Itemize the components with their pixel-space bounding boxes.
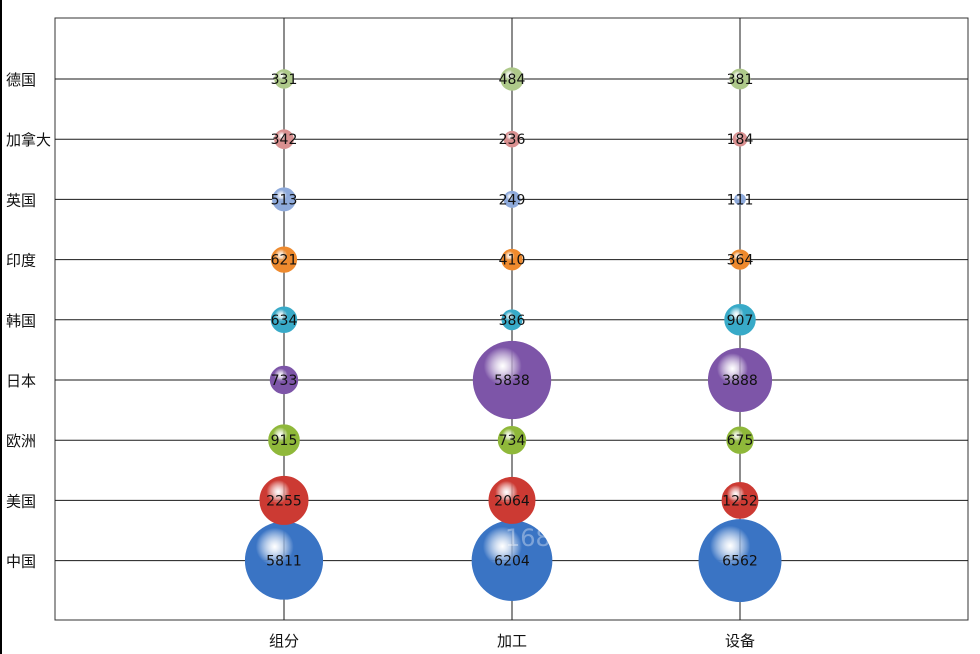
bubble [274,129,294,150]
bubble [724,304,756,336]
y-tick-label: 韩国 [6,312,36,330]
data-label: 236 [499,132,526,148]
watermark-text: 168.c [505,524,572,552]
data-label: 5811 [266,554,302,570]
data-label: 734 [499,433,526,449]
data-label: 342 [271,132,298,148]
data-label: 675 [727,433,754,449]
bubble [270,306,298,334]
data-label: 5838 [494,373,530,389]
data-label: 915 [271,433,298,449]
data-label: 2064 [494,493,530,509]
data-label: 513 [271,192,298,208]
bubble [698,519,782,603]
bubble [472,340,552,420]
data-label: 6562 [722,554,758,570]
data-label: 634 [271,313,298,329]
data-label: 2255 [266,493,302,509]
y-tick-label: 美国 [6,492,36,510]
bubble [501,309,523,331]
bubble [488,476,536,524]
bubble [726,426,754,454]
bubble [268,424,300,457]
bubble [259,475,309,525]
y-tick-label: 中国 [6,553,36,571]
bubble [729,249,751,270]
bubble [503,130,521,148]
data-label: 6204 [494,554,530,570]
data-label: 733 [271,373,298,389]
data-labels: 5811 6204 6562 2255 2064 1252 915 734 675 733 5838… [266,72,758,570]
bubble [270,246,298,273]
y-tick-label: 印度 [6,252,36,270]
bubbles [244,67,782,603]
bubble [503,190,521,208]
data-label: 249 [499,192,526,208]
x-tick-label: 组分 [269,632,299,650]
bubble [274,69,294,89]
data-label: 381 [727,72,754,88]
y-tick-label: 欧洲 [6,432,36,450]
data-label: 3888 [722,373,758,389]
data-label: 111 [727,192,754,208]
y-tick-label: 加拿大 [6,131,51,149]
bubble [272,187,296,212]
bubble [734,193,746,206]
bubble [729,68,751,90]
x-tick-label: 加工 [497,632,527,650]
y-tick-label: 英国 [6,191,36,209]
x-tick-label: 设备 [725,632,755,650]
data-label: 907 [727,313,754,329]
data-label: 364 [727,253,754,269]
bubble [707,347,773,413]
bubble [501,248,523,271]
data-label: 484 [499,72,526,88]
data-label: 410 [499,253,526,269]
data-label: 386 [499,313,526,329]
data-label: 331 [271,72,298,88]
bubble [721,481,759,519]
bubble [497,425,527,455]
bubble [732,131,748,147]
y-tick-label: 德国 [6,71,36,89]
y-tick-label: 日本 [6,372,36,390]
data-label: 621 [271,253,298,269]
bubble [269,365,299,395]
bubble [500,67,524,91]
data-label: 184 [727,132,754,148]
data-label: 1252 [722,493,758,509]
